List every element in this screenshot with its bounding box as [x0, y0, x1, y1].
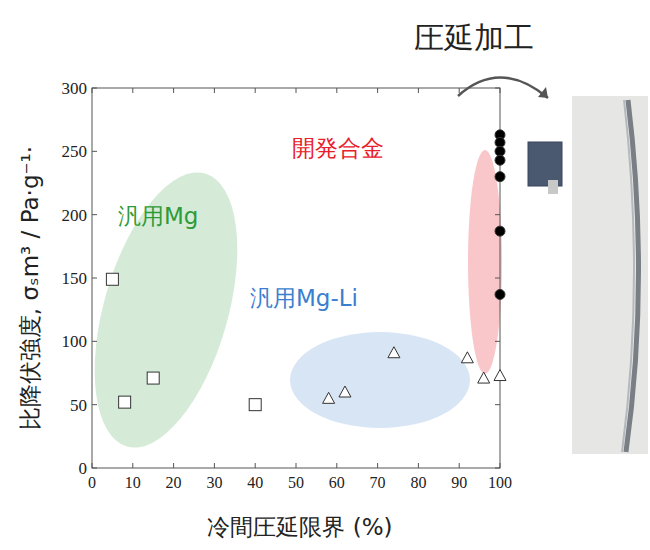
x-tick: [377, 463, 378, 468]
series-label: 汎用Mg: [118, 203, 198, 229]
point: [461, 352, 473, 363]
y-tick-right: [495, 404, 500, 405]
y-tick-label: 200: [62, 206, 88, 225]
x-tick: [336, 463, 337, 468]
x-tick-top: [377, 88, 378, 93]
y-tick-right: [495, 278, 500, 279]
x-tick-top: [418, 88, 419, 93]
point: [478, 372, 490, 383]
y-tick-right: [495, 214, 500, 215]
x-tick-top: [500, 88, 501, 93]
x-tick-label: 80: [410, 474, 426, 491]
series-label: 開発合金: [292, 135, 384, 161]
x-tick: [296, 463, 297, 468]
x-tick-top: [214, 88, 215, 93]
x-tick: [214, 463, 215, 468]
x-tick: [459, 463, 460, 468]
arrow: [458, 77, 548, 98]
y-tick: [92, 88, 97, 89]
y-tick: [92, 404, 97, 405]
sample-block-tab: [548, 180, 558, 194]
y-tick-right: [495, 468, 500, 469]
sample-block: [528, 142, 562, 186]
point: [249, 399, 261, 411]
point: [119, 396, 131, 408]
y-tick-label: 50: [70, 396, 87, 415]
y-tick-label: 0: [79, 459, 88, 478]
region: [67, 156, 264, 463]
points: [106, 130, 506, 411]
point: [495, 155, 505, 165]
y-tick: [92, 341, 97, 342]
y-tick: [92, 151, 97, 152]
x-tick: [500, 463, 501, 468]
point: [147, 372, 159, 384]
x-tick-label: 20: [166, 474, 182, 491]
y-axis-title: 比降伏強度, σₛm³ / Pa·g⁻¹·: [17, 146, 43, 430]
x-tick-top: [92, 88, 93, 93]
point: [339, 386, 351, 397]
point: [106, 273, 118, 285]
arrow-head: [538, 87, 548, 98]
x-tick: [132, 463, 133, 468]
plot-frame: [92, 88, 500, 468]
annotation: 圧延加工: [414, 20, 534, 55]
x-tick-label: 90: [451, 474, 467, 491]
y-tick-label: 100: [62, 332, 88, 351]
point: [494, 370, 506, 381]
x-tick-label: 0: [88, 474, 96, 491]
x-tick: [418, 463, 419, 468]
x-tick: [173, 463, 174, 468]
point: [495, 226, 505, 236]
x-tick-top: [173, 88, 174, 93]
point: [323, 392, 335, 403]
y-tick-right: [495, 88, 500, 89]
y-tick-label: 150: [62, 269, 88, 288]
x-axis-title: 冷間圧延限界 (%): [207, 514, 392, 540]
sheet-photo: [572, 96, 648, 454]
x-tick: [92, 463, 93, 468]
x-tick-label: 70: [370, 474, 386, 491]
x-tick-top: [132, 88, 133, 93]
x-tick-label: 40: [247, 474, 263, 491]
x-tick: [255, 463, 256, 468]
sheet-edge: [622, 100, 634, 452]
chart: 0 10 20 30 40 50 60 70 80 90 100 0 50 100 150 200 250 300…: [0, 0, 650, 550]
point: [495, 172, 505, 182]
region: [468, 150, 502, 374]
y-tick: [92, 278, 97, 279]
y-tick-label: 250: [62, 142, 88, 161]
x-tick-label: 10: [125, 474, 141, 491]
x-tick-label: 60: [329, 474, 345, 491]
y-tick: [92, 468, 97, 469]
point: [495, 289, 505, 299]
point: [388, 347, 400, 358]
series-label: 汎用Mg-Li: [250, 285, 358, 311]
y-tick-right: [495, 341, 500, 342]
x-tick-label: 100: [488, 474, 512, 491]
x-tick-top: [459, 88, 460, 93]
x-tick-top: [255, 88, 256, 93]
y-tick-label: 300: [62, 79, 88, 98]
x-tick-top: [336, 88, 337, 93]
x-tick-label: 50: [288, 474, 304, 491]
region: [290, 332, 470, 428]
x-tick-label: 30: [206, 474, 222, 491]
y-tick: [92, 214, 97, 215]
x-tick-top: [296, 88, 297, 93]
